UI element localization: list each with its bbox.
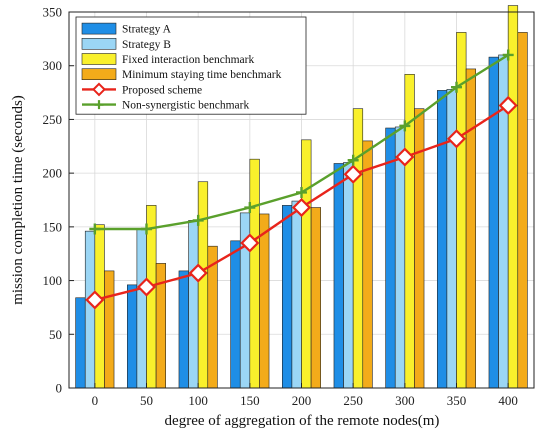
bar-strategy-b	[394, 126, 406, 389]
y-axis-label: mission completion time (seconds)	[10, 95, 26, 305]
line-non-synergistic-benchmark-marker	[141, 223, 152, 235]
y-tick-label: 300	[43, 58, 63, 73]
legend-non-synergistic-benchmark-marker	[94, 100, 104, 110]
x-tick-label: 350	[447, 393, 467, 408]
line-proposed-scheme-marker	[85, 290, 105, 310]
line-proposed-scheme-marker	[395, 147, 415, 167]
legend-fixed-interaction-benchmark-label: Fixed interaction benchmark	[122, 54, 254, 66]
line-proposed-scheme-marker	[343, 164, 363, 184]
line-non-synergistic-benchmark-marker	[192, 214, 204, 226]
bar-fixed-interaction-benchmark	[197, 181, 209, 389]
axis-ticks: 0 50 100 150 200 250 300 350 0 50 100 150 200 250 300 3…	[43, 5, 518, 409]
series-lines	[85, 49, 518, 310]
line-non-synergistic-benchmark-marker	[89, 223, 101, 235]
legend: Strategy A Strategy B Fixed interaction be…	[75, 16, 307, 115]
line-proposed-scheme-marker	[240, 233, 260, 253]
line-proposed-scheme-marker	[498, 95, 518, 116]
bar-strategy-a	[75, 297, 86, 389]
y-tick-label: 350	[43, 5, 63, 20]
bar-strategy-b	[343, 162, 354, 389]
x-tick-label: 100	[188, 393, 208, 408]
bar-strategy-b	[84, 230, 96, 389]
bar-strategy-a	[281, 205, 293, 389]
bar-strategy-b	[136, 228, 147, 389]
line-proposed-scheme-marker	[188, 263, 208, 283]
y-tick-label: 250	[43, 112, 63, 127]
line-non-synergistic-benchmark-marker	[451, 81, 462, 93]
x-tick-label: 50	[140, 393, 153, 408]
x-tick-label: 150	[240, 393, 260, 408]
legend-strategy-b-swatch	[81, 37, 117, 50]
line-proposed-scheme-marker	[136, 277, 157, 297]
bar-fixed-interaction-benchmark	[301, 139, 312, 389]
y-tick-label: 200	[43, 166, 63, 181]
y-tick-label: 50	[49, 327, 62, 342]
y-tick-label: 100	[43, 273, 63, 288]
x-axis-label: degree of aggregation of the remote node…	[165, 413, 440, 429]
legend-non-synergistic-benchmark-label: Non-synergistic benchmark	[122, 100, 249, 112]
y-tick-label: 150	[43, 219, 63, 234]
legend-minimum-staying-time-benchmark-label: Minimum staying time benchmark	[122, 69, 282, 81]
bar-fixed-interaction-benchmark	[507, 5, 519, 389]
bar-strategy-a	[178, 270, 189, 389]
line-proposed-scheme-marker	[446, 129, 467, 149]
bar-strategy-a	[127, 284, 138, 389]
bar-minimum-staying-time-benchmark	[104, 270, 115, 389]
legend-proposed-scheme-marker	[92, 82, 106, 97]
bar-strategy-a	[333, 163, 344, 389]
bar-strategy-a	[385, 127, 396, 389]
bar-strategy-a	[488, 56, 499, 389]
bar-fixed-interaction-benchmark	[249, 158, 260, 389]
line-non-synergistic-benchmark-marker	[296, 186, 307, 198]
bar-strategy-b	[188, 220, 199, 389]
bar-fixed-interaction-benchmark	[352, 108, 364, 389]
bar-strategy-a	[230, 240, 241, 389]
bar-minimum-staying-time-benchmark	[310, 207, 322, 389]
line-non-synergistic-benchmark-marker	[502, 49, 514, 61]
legend-strategy-b-label: Strategy B	[122, 39, 171, 51]
bar-minimum-staying-time-benchmark	[259, 213, 270, 389]
x-tick-label: 250	[343, 393, 363, 408]
line-non-synergistic-benchmark-marker	[244, 202, 256, 214]
legend-strategy-a-swatch	[81, 22, 117, 35]
bar-minimum-staying-time-benchmark	[465, 68, 477, 389]
x-tick-label: 0	[92, 393, 99, 408]
x-tick-label: 400	[498, 393, 518, 408]
legend-fixed-interaction-benchmark-swatch	[81, 53, 117, 65]
x-tick-label: 300	[395, 393, 415, 408]
legend-strategy-a-label: Strategy A	[122, 24, 172, 36]
y-tick-label: 0	[56, 381, 63, 396]
bar-fixed-interaction-benchmark	[146, 205, 157, 389]
line-non-synergistic-benchmark-marker	[347, 154, 359, 166]
bar-minimum-staying-time-benchmark	[517, 32, 528, 389]
line-non-synergistic-benchmark-marker	[399, 120, 411, 132]
line-proposed-scheme-marker	[291, 197, 312, 218]
x-tick-label: 200	[292, 393, 312, 408]
bar-minimum-staying-time-benchmark	[362, 140, 373, 389]
bar-strategy-a	[436, 90, 448, 389]
legend-minimum-staying-time-benchmark-swatch	[81, 68, 117, 80]
bar-strategy-b	[291, 200, 302, 389]
legend-proposed-scheme-label: Proposed scheme	[122, 84, 202, 96]
